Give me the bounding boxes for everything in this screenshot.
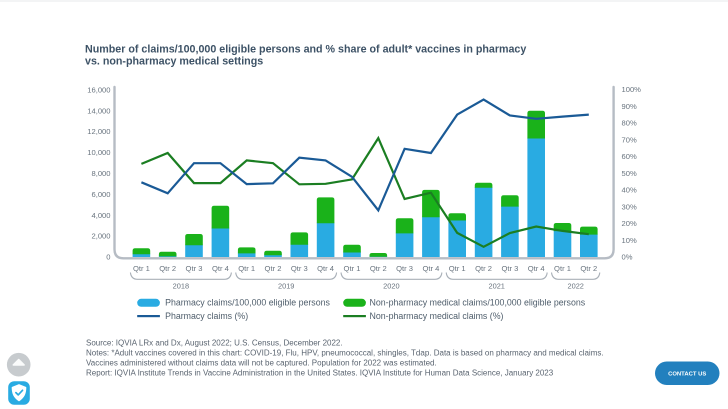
svg-text:Source: IQVIA LRx and Dx, Augu: Source: IQVIA LRx and Dx, August 2022; U…: [86, 339, 343, 348]
svg-text:Qtr 2: Qtr 2: [370, 264, 387, 273]
svg-text:2020: 2020: [383, 282, 399, 291]
svg-text:Qtr 2: Qtr 2: [580, 264, 597, 273]
svg-text:2021: 2021: [488, 282, 504, 291]
svg-text:80%: 80%: [622, 119, 637, 128]
svg-text:30%: 30%: [622, 202, 637, 211]
svg-text:Qtr 2: Qtr 2: [159, 264, 176, 273]
svg-text:Qtr 4: Qtr 4: [422, 264, 439, 273]
svg-text:2022: 2022: [567, 282, 583, 291]
svg-text:20%: 20%: [622, 219, 637, 228]
svg-text:12,000: 12,000: [87, 127, 110, 136]
svg-text:Qtr 3: Qtr 3: [501, 264, 518, 273]
svg-text:Report: IQVIA Institute Trends: Report: IQVIA Institute Trends in Vaccin…: [86, 369, 554, 378]
svg-text:Qtr 4: Qtr 4: [528, 264, 545, 273]
svg-text:Vaccines administered without: Vaccines administered without claims dat…: [86, 359, 437, 368]
svg-text:Pharmacy claims/100,000 eligib: Pharmacy claims/100,000 eligible persons: [165, 297, 330, 307]
svg-text:Qtr 3: Qtr 3: [291, 264, 308, 273]
svg-text:60%: 60%: [622, 152, 637, 161]
svg-text:Qtr 1: Qtr 1: [449, 264, 466, 273]
svg-text:0: 0: [106, 253, 110, 262]
svg-text:Pharmacy claims (%): Pharmacy claims (%): [165, 311, 248, 321]
svg-text:0%: 0%: [622, 253, 633, 262]
svg-text:vs. non-pharmacy medical setti: vs. non-pharmacy medical settings: [85, 56, 263, 68]
svg-text:Qtr 3: Qtr 3: [186, 264, 203, 273]
svg-text:6,000: 6,000: [91, 190, 110, 199]
svg-text:Notes: *Adult vaccines covered: Notes: *Adult vaccines covered in this c…: [86, 349, 604, 358]
svg-text:10%: 10%: [622, 236, 637, 245]
svg-text:50%: 50%: [622, 169, 637, 178]
svg-text:Qtr 2: Qtr 2: [475, 264, 492, 273]
svg-text:Qtr 1: Qtr 1: [238, 264, 255, 273]
svg-text:2,000: 2,000: [91, 232, 110, 241]
svg-text:Qtr 1: Qtr 1: [133, 264, 150, 273]
svg-text:90%: 90%: [622, 102, 637, 111]
svg-text:16,000: 16,000: [87, 85, 110, 94]
svg-text:14,000: 14,000: [87, 106, 110, 115]
svg-text:Qtr 1: Qtr 1: [344, 264, 361, 273]
svg-text:4,000: 4,000: [91, 211, 110, 220]
svg-text:2018: 2018: [173, 282, 189, 291]
svg-text:100%: 100%: [622, 85, 642, 94]
svg-text:CONTACT US: CONTACT US: [668, 371, 706, 377]
svg-text:70%: 70%: [622, 135, 637, 144]
svg-text:8,000: 8,000: [91, 169, 110, 178]
svg-text:Qtr 4: Qtr 4: [212, 264, 229, 273]
svg-text:Qtr 2: Qtr 2: [265, 264, 282, 273]
svg-text:10,000: 10,000: [87, 148, 110, 157]
svg-text:2019: 2019: [278, 282, 294, 291]
svg-text:Qtr 3: Qtr 3: [396, 264, 413, 273]
svg-text:Non-pharmacy medical claims/10: Non-pharmacy medical claims/100,000 elig…: [370, 297, 586, 307]
svg-text:Qtr 1: Qtr 1: [554, 264, 571, 273]
svg-text:Qtr 4: Qtr 4: [317, 264, 334, 273]
svg-text:40%: 40%: [622, 186, 637, 195]
svg-text:Non-pharmacy medical claims (%: Non-pharmacy medical claims (%): [370, 311, 504, 321]
svg-text:Number of claims/100,000 eligi: Number of claims/100,000 eligible person…: [85, 44, 526, 56]
